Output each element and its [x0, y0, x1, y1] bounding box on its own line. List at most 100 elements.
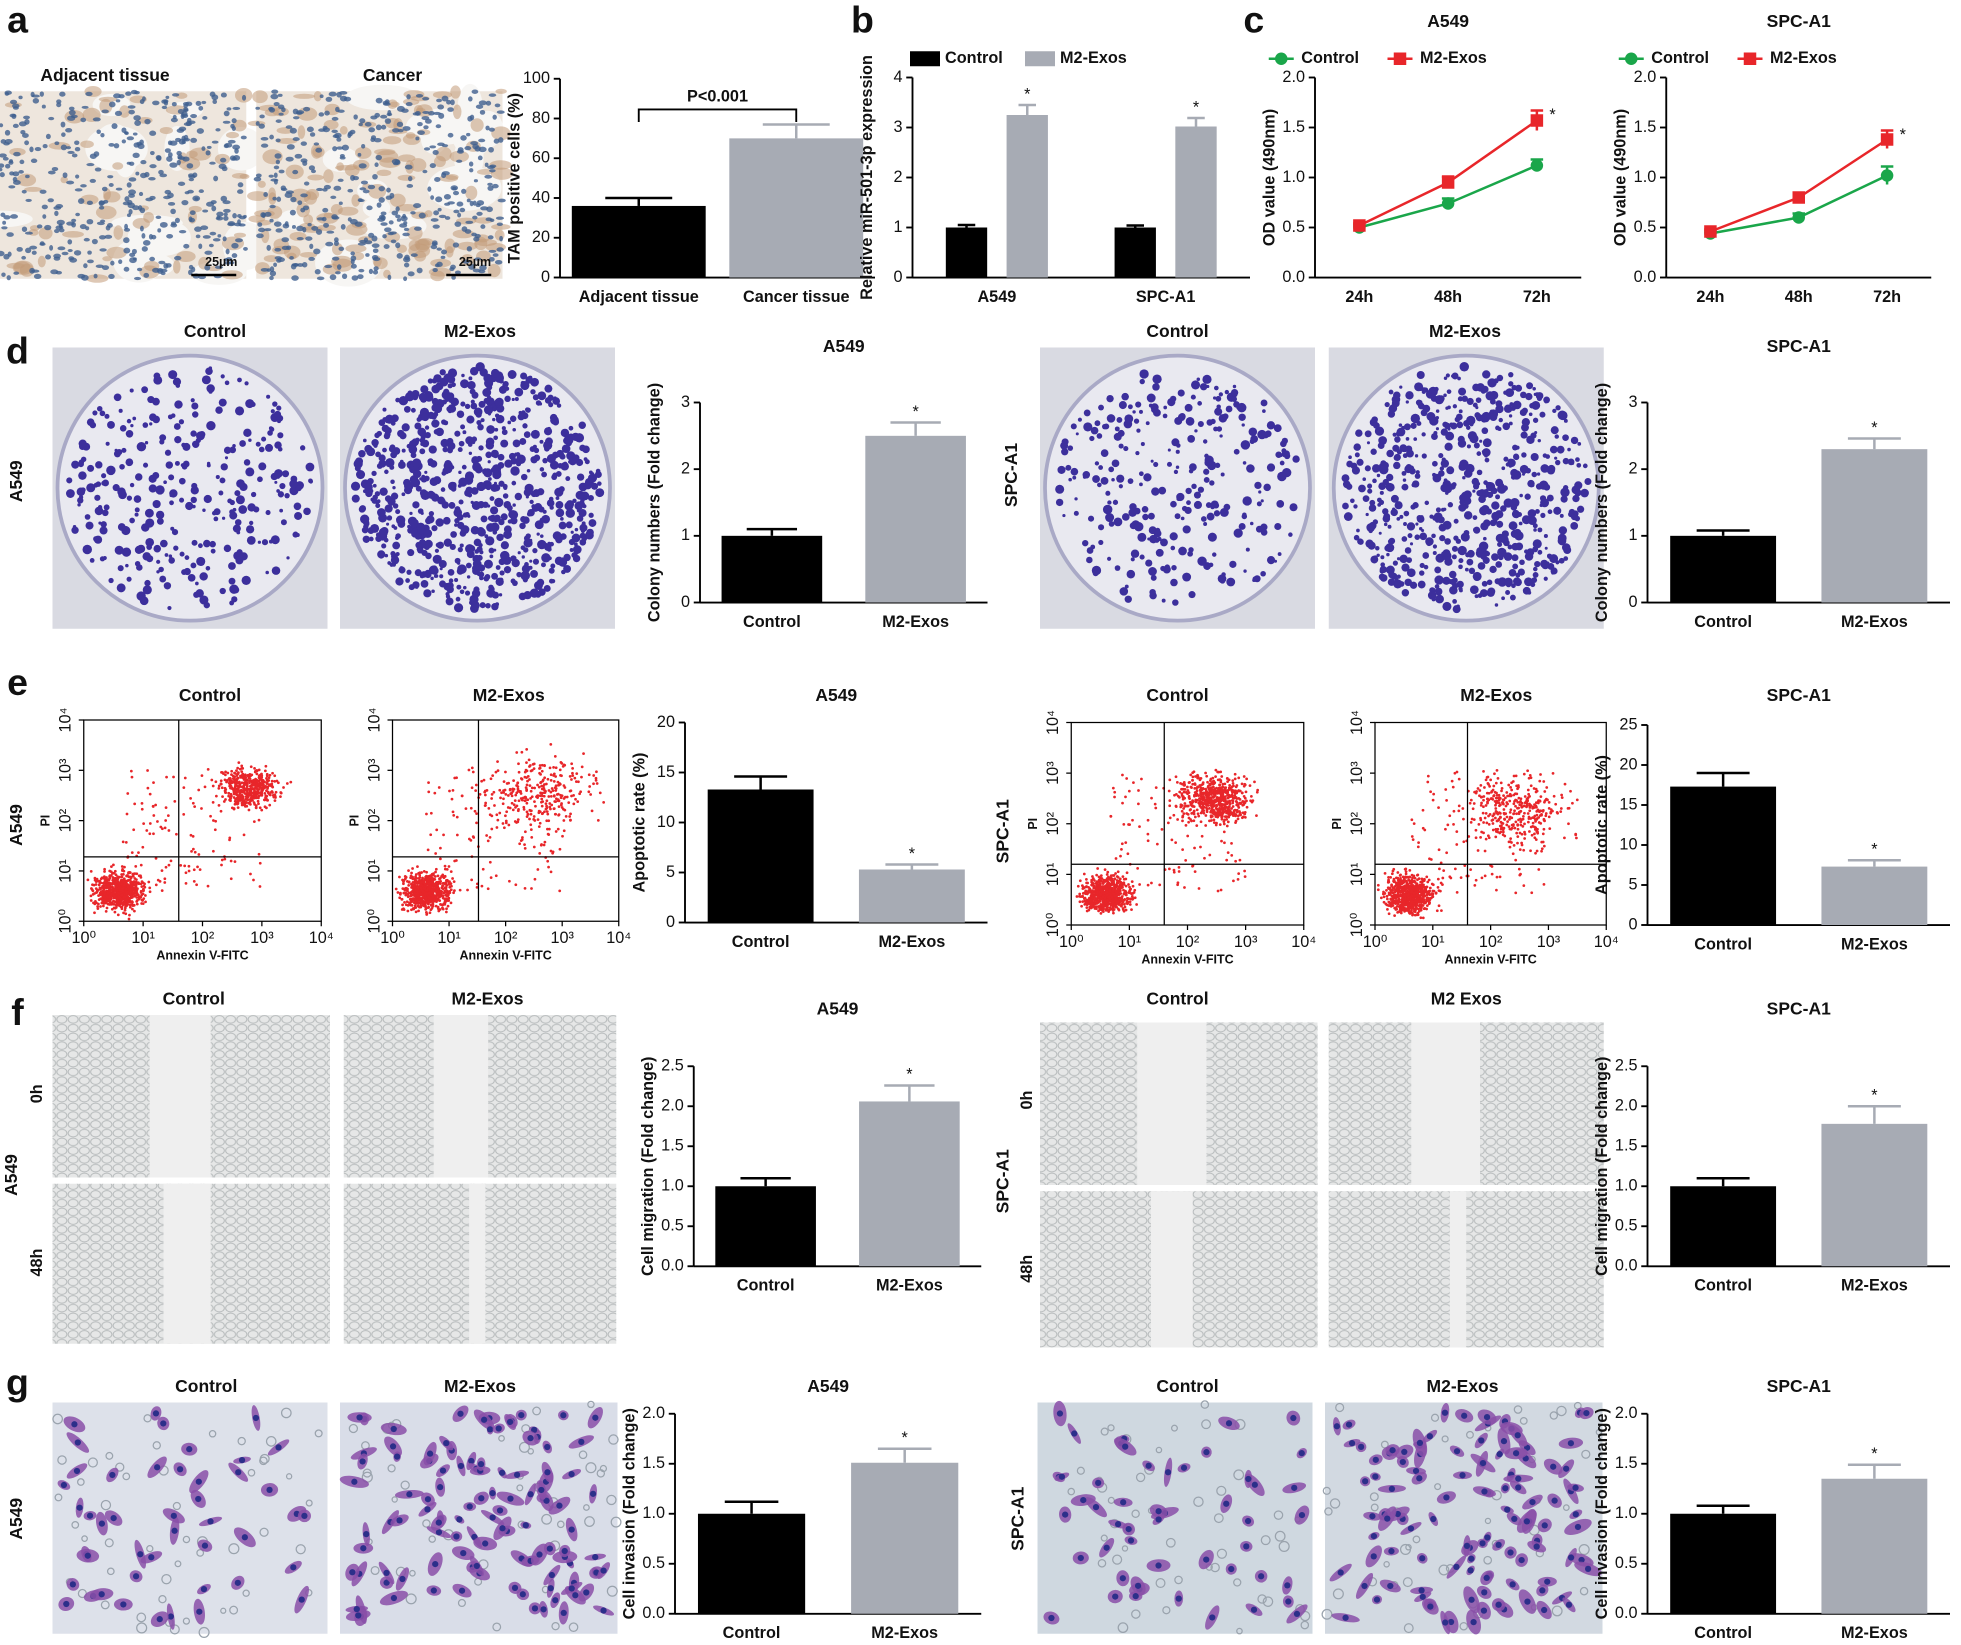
colony — [1182, 525, 1191, 534]
colony — [470, 487, 479, 495]
event — [140, 880, 144, 884]
event — [99, 905, 102, 908]
nucleus — [6, 275, 11, 281]
colony — [546, 546, 552, 552]
nucleus — [273, 165, 280, 170]
nucleus — [341, 273, 348, 280]
nucleus — [25, 198, 32, 202]
colony — [1531, 400, 1541, 410]
nucleus — [61, 251, 69, 256]
colony — [424, 392, 434, 402]
colony — [398, 396, 409, 406]
colony — [419, 477, 423, 481]
colony — [273, 410, 282, 418]
colony — [485, 484, 491, 491]
colony — [1197, 420, 1204, 428]
nucleus — [12, 103, 20, 109]
nucleus — [296, 237, 304, 241]
colony — [578, 482, 588, 492]
nucleus — [479, 109, 486, 115]
colony — [587, 494, 594, 502]
colony — [156, 559, 161, 564]
event — [129, 769, 133, 773]
colony — [569, 548, 574, 552]
stain — [112, 162, 124, 170]
nucleus — [290, 196, 297, 203]
event — [106, 891, 110, 895]
colony — [1370, 555, 1379, 564]
event — [145, 829, 149, 832]
event — [206, 884, 210, 888]
colony — [1459, 362, 1469, 372]
colony — [1385, 482, 1394, 491]
colony — [549, 460, 559, 470]
nucleus — [435, 196, 443, 203]
colony — [1288, 532, 1293, 537]
nucleus — [159, 173, 168, 178]
colony — [1451, 372, 1459, 380]
nucleus — [396, 253, 403, 259]
colony — [295, 484, 302, 492]
nucleus — [280, 185, 287, 191]
colony — [1580, 488, 1589, 498]
colony — [1200, 516, 1207, 522]
colony — [1281, 448, 1287, 454]
colony — [1184, 506, 1192, 515]
nucleus — [380, 215, 386, 221]
event — [224, 788, 228, 791]
colony — [565, 521, 573, 529]
nucleus — [67, 239, 73, 245]
colony — [479, 602, 486, 609]
y-tick-label: 10¹ — [57, 859, 75, 883]
event — [128, 871, 132, 875]
colony — [1231, 396, 1238, 402]
colony — [1438, 470, 1445, 477]
colony — [1533, 566, 1538, 572]
nucleus — [181, 199, 189, 206]
x-tick-label: 10³ — [250, 929, 274, 947]
event — [98, 879, 102, 883]
nucleus — [258, 227, 266, 233]
colony — [1532, 572, 1539, 578]
colony — [1434, 575, 1444, 585]
colony — [1401, 589, 1410, 597]
event — [394, 887, 398, 891]
event — [163, 881, 167, 884]
nucleus — [77, 273, 86, 279]
colony — [509, 510, 519, 520]
colony — [1390, 508, 1398, 517]
colony — [390, 550, 396, 557]
colony — [1215, 395, 1222, 402]
nucleus — [227, 221, 236, 226]
stain — [143, 211, 155, 223]
event — [254, 806, 258, 810]
colony — [130, 424, 134, 428]
nucleus — [220, 195, 228, 202]
nucleus — [190, 113, 198, 119]
colony — [1139, 378, 1145, 385]
colony — [395, 577, 404, 586]
colony — [1401, 483, 1409, 491]
colony — [1185, 487, 1192, 495]
colony — [433, 404, 443, 414]
nucleus — [0, 172, 5, 178]
colony — [1559, 513, 1564, 518]
colony — [491, 591, 500, 599]
nucleus — [275, 119, 282, 123]
colony — [1188, 591, 1196, 599]
nucleus — [451, 275, 456, 280]
event — [100, 898, 104, 901]
event — [200, 774, 204, 778]
colony — [1248, 427, 1258, 437]
nucleus — [396, 218, 402, 222]
event — [229, 786, 232, 790]
nucleus — [336, 264, 342, 270]
colony — [1108, 521, 1115, 527]
nucleus — [275, 138, 281, 143]
colony — [555, 500, 564, 509]
colony — [1357, 538, 1364, 545]
nucleus — [328, 91, 337, 97]
stain — [470, 118, 484, 132]
nucleus — [104, 234, 113, 239]
colony — [1512, 563, 1519, 570]
